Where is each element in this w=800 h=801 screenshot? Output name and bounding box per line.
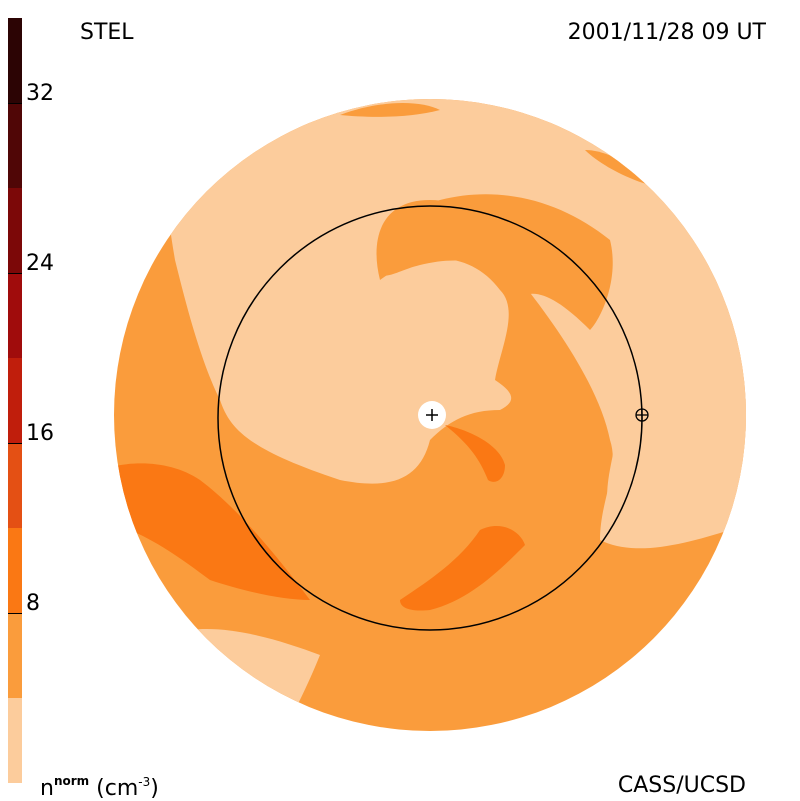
density-band-medium-top-right — [585, 150, 650, 185]
colorbar-tick-label: 8 — [26, 591, 40, 616]
colorbar-band-6 — [8, 188, 22, 273]
colorbar-band-2 — [8, 528, 22, 613]
density-band-high-west — [114, 463, 310, 600]
earth-marker-icon — [635, 408, 649, 422]
colorbar-tick-mark — [8, 613, 22, 614]
colorbar-tick-mark — [8, 103, 22, 104]
colorbar-band-4 — [8, 358, 22, 443]
sun-marker-icon — [418, 401, 446, 429]
density-band-low — [160, 99, 746, 549]
observatory-label: STEL — [80, 20, 134, 45]
colorbar-units-label: nnorm (cm-3) — [40, 774, 159, 801]
density-band-medium-top — [340, 103, 440, 117]
colorbar-band-8 — [8, 18, 22, 103]
density-band-high-center — [445, 425, 505, 482]
colorbar-tick-mark — [8, 443, 22, 444]
colorbar-band-7 — [8, 103, 22, 188]
colorbar-band-0 — [8, 698, 22, 783]
colorbar-band-5 — [8, 273, 22, 358]
colorbar-tick-mark — [8, 273, 22, 274]
density-band-high-south — [400, 525, 525, 611]
density-band-low-east — [597, 302, 746, 532]
colorbar-band-1 — [8, 613, 22, 698]
density-band-medium-north — [378, 194, 613, 330]
credit-label: CASS/UCSD — [617, 773, 746, 798]
colorbar-tick-label: 32 — [26, 81, 54, 106]
colorbar-tick-label: 16 — [26, 421, 54, 446]
colorbar-tick-label: 24 — [26, 251, 54, 276]
colorbar-band-3 — [8, 443, 22, 528]
timestamp-label: 2001/11/28 09 UT — [567, 20, 766, 45]
colorbar — [8, 18, 22, 783]
